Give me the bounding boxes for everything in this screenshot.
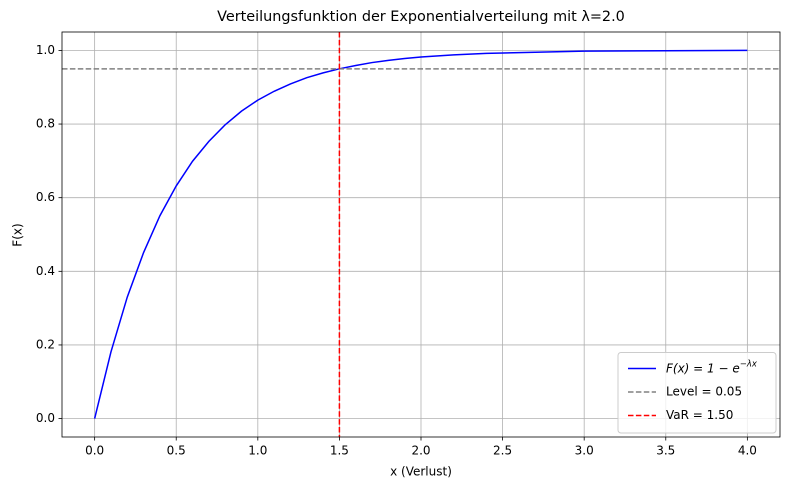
x-axis-label: x (Verlust) xyxy=(390,465,452,479)
legend-label-main: F(x) = 1 − e xyxy=(666,361,740,375)
legend-box xyxy=(617,352,777,434)
legend-label: VaR = 1.50 xyxy=(666,408,733,422)
y-tick-label: 0.0 xyxy=(36,411,55,425)
y-tick-label: 1.0 xyxy=(36,43,55,57)
x-tick-label: 0.5 xyxy=(167,444,186,458)
x-tick-label: 3.0 xyxy=(575,444,594,458)
x-tick-label: 2.5 xyxy=(493,444,512,458)
x-tick-label: 1.0 xyxy=(248,444,267,458)
y-tick-label: 0.2 xyxy=(36,337,55,351)
y-axis-label: F(x) xyxy=(11,223,25,246)
chart-title: Verteilungsfunktion der Exponentialverte… xyxy=(217,9,625,25)
y-tick-label: 0.4 xyxy=(36,264,55,278)
plot-frame xyxy=(61,31,781,438)
series-line xyxy=(93,49,748,419)
x-tick-label: 3.5 xyxy=(656,444,675,458)
y-tick-label: 0.8 xyxy=(36,117,55,131)
y-tick-label: 0.6 xyxy=(36,190,55,204)
x-tick-label: 0.0 xyxy=(85,444,104,458)
legend-label: Level = 0.05 xyxy=(666,385,742,399)
legend-label: F(x) = 1 − e−λx xyxy=(666,359,758,375)
legend-label-sup: −λx xyxy=(740,359,758,369)
x-tick-label: 4.0 xyxy=(738,444,757,458)
x-tick-label: 2.0 xyxy=(411,444,430,458)
x-tick-label: 1.5 xyxy=(330,444,349,458)
